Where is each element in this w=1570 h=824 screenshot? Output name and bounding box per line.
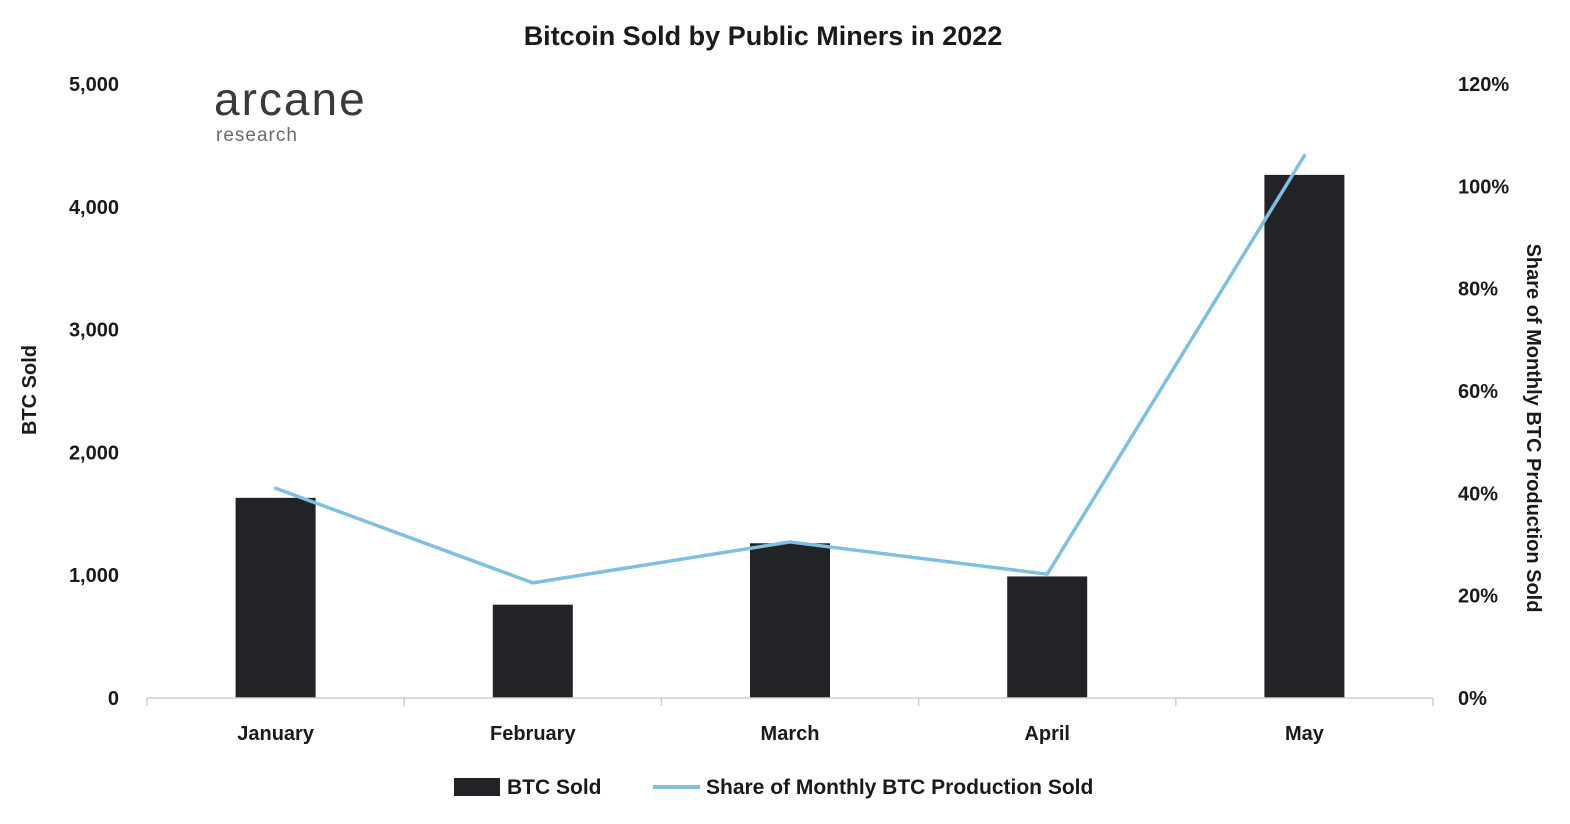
line-point-march: [788, 540, 792, 544]
x-axis-labels: January February March April May: [237, 723, 1324, 745]
logo-main: arcane: [214, 73, 367, 125]
bar-may: [1264, 174, 1345, 698]
y-tick-label: 5,000: [69, 74, 119, 96]
bar-march: [750, 543, 830, 698]
line-share-of-production: [273, 153, 1307, 585]
y-tick-label: 0: [108, 688, 119, 710]
y-tick-label: 2,000: [69, 442, 119, 464]
bar-april: [1007, 576, 1088, 698]
line-point-may: [1302, 154, 1306, 158]
legend: BTC Sold Share of Monthly BTC Production…: [454, 776, 1093, 799]
bars: [235, 174, 1345, 698]
line-point-april: [1045, 572, 1049, 576]
y2-tick-label: 100%: [1458, 176, 1509, 198]
line-point-february: [531, 581, 535, 585]
logo-sub: research: [216, 125, 298, 146]
bar-february: [492, 604, 573, 698]
y2-tick-label: 120%: [1458, 74, 1509, 96]
y2-tick-label: 20%: [1458, 586, 1498, 608]
y2-axis-label: Share of Monthly BTC Production Sold: [1522, 244, 1544, 613]
line-point-january: [274, 486, 278, 490]
legend-label-btc-sold: BTC Sold: [507, 776, 602, 799]
y-tick-label: 4,000: [69, 197, 119, 219]
bar-january: [235, 497, 316, 698]
y-axis-label: BTC Sold: [19, 345, 41, 435]
x-tick-label: April: [1024, 723, 1070, 745]
chart-title: Bitcoin Sold by Public Miners in 2022: [524, 21, 1003, 51]
legend-label-share: Share of Monthly BTC Production Sold: [706, 776, 1093, 799]
logo: arcane research: [214, 73, 367, 146]
y2-tick-label: 60%: [1458, 381, 1498, 403]
y2-tick-label: 0%: [1458, 688, 1487, 710]
x-tick-label: March: [761, 723, 820, 745]
y-axis-ticks: 0 1,000 2,000 3,000 4,000 5,000: [69, 74, 119, 710]
y-tick-label: 3,000: [69, 320, 119, 342]
y2-tick-label: 80%: [1458, 279, 1498, 301]
x-tick-label: May: [1285, 723, 1325, 745]
x-tick-label: February: [490, 723, 576, 745]
x-axis-tick-marks: [146, 698, 1434, 706]
y-tick-label: 1,000: [69, 565, 119, 587]
x-tick-label: January: [237, 723, 315, 745]
line-series: [273, 153, 1307, 585]
legend-swatch-btc-sold: [454, 778, 500, 796]
y2-axis-ticks: 0% 20% 40% 60% 80% 100% 120%: [1458, 74, 1509, 710]
y2-tick-label: 40%: [1458, 483, 1498, 505]
